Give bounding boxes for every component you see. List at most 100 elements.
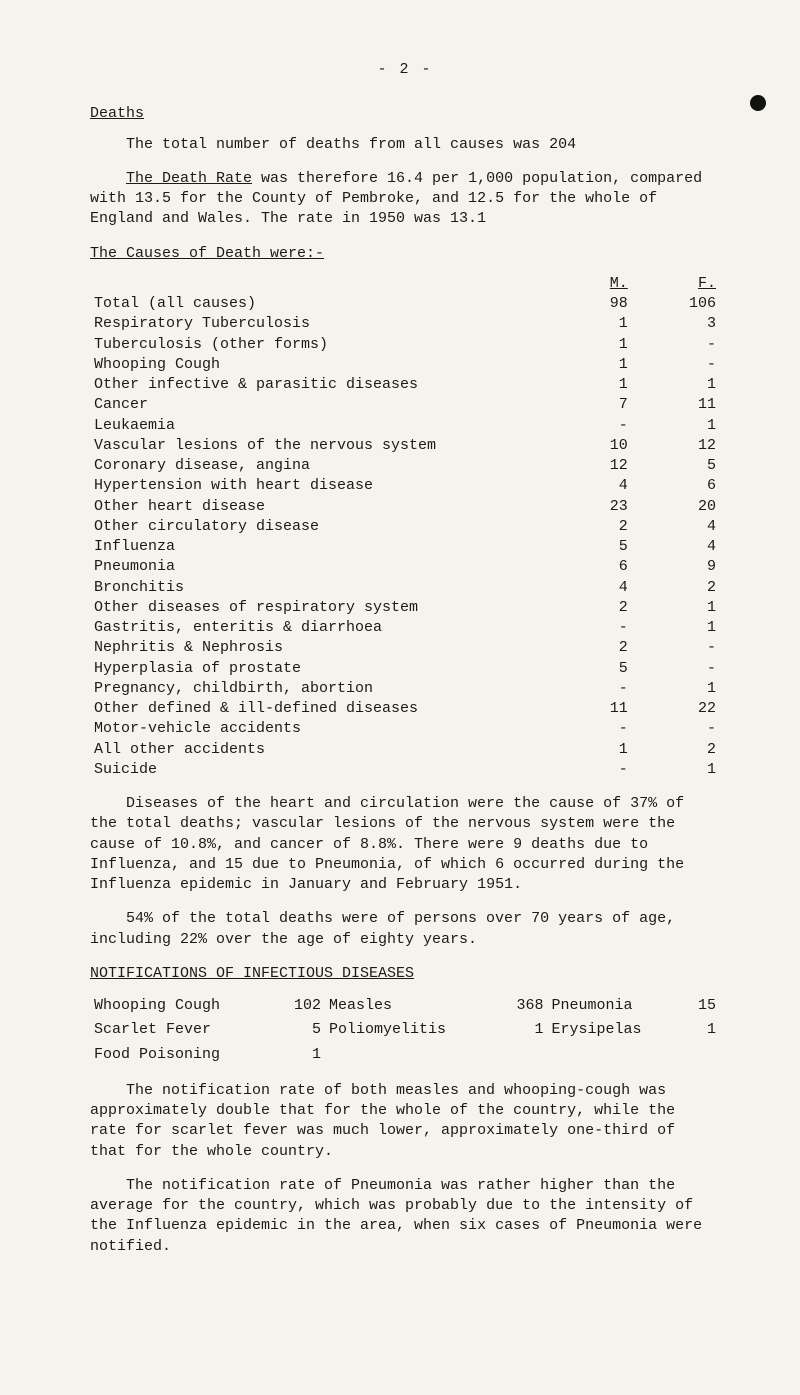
- cause-label: Gastritis, enteritis & diarrhoea: [90, 618, 544, 638]
- cause-label: Respiratory Tuberculosis: [90, 314, 544, 334]
- table-row: Hypertension with heart disease46: [90, 476, 720, 496]
- disease-count: 1: [499, 1018, 548, 1042]
- table-row: Coronary disease, angina125: [90, 456, 720, 476]
- age-paragraph: 54% of the total deaths were of persons …: [90, 909, 720, 950]
- male-count: -: [544, 679, 632, 699]
- cause-label: Hyperplasia of prostate: [90, 659, 544, 679]
- male-count: 1: [544, 375, 632, 395]
- male-count: 1: [544, 740, 632, 760]
- female-count: 1: [632, 760, 720, 780]
- table-row: Influenza54: [90, 537, 720, 557]
- disease-count: [499, 1043, 548, 1067]
- male-count: 1: [544, 355, 632, 375]
- table-row: All other accidents12: [90, 740, 720, 760]
- male-count: -: [544, 719, 632, 739]
- table-row: Other diseases of respiratory system21: [90, 598, 720, 618]
- table-row: Whooping Cough1-: [90, 355, 720, 375]
- table-row: Pneumonia69: [90, 557, 720, 577]
- cause-label: All other accidents: [90, 740, 544, 760]
- male-count: 5: [544, 659, 632, 679]
- female-count: 3: [632, 314, 720, 334]
- female-count: 20: [632, 497, 720, 517]
- female-count: 4: [632, 517, 720, 537]
- table-header-row: M. F.: [90, 274, 720, 294]
- col-header-m: M.: [610, 275, 628, 292]
- cause-label: Cancer: [90, 395, 544, 415]
- male-count: 11: [544, 699, 632, 719]
- table-row: Other infective & parasitic diseases11: [90, 375, 720, 395]
- death-rate-paragraph: The Death Rate was therefore 16.4 per 1,…: [90, 169, 720, 230]
- cause-label: Whooping Cough: [90, 355, 544, 375]
- disease-count: 1: [276, 1043, 325, 1067]
- disease-label: Pneumonia: [548, 994, 684, 1018]
- cause-label: Vascular lesions of the nervous system: [90, 436, 544, 456]
- cause-label: Leukaemia: [90, 416, 544, 436]
- female-count: 106: [632, 294, 720, 314]
- female-count: -: [632, 719, 720, 739]
- table-row: Pregnancy, childbirth, abortion-1: [90, 679, 720, 699]
- disease-label: Scarlet Fever: [90, 1018, 276, 1042]
- male-count: 5: [544, 537, 632, 557]
- female-count: 2: [632, 740, 720, 760]
- cause-label: Hypertension with heart disease: [90, 476, 544, 496]
- male-count: 12: [544, 456, 632, 476]
- male-count: 1: [544, 335, 632, 355]
- causes-of-death-table: M. F. Total (all causes)98106Respiratory…: [90, 274, 720, 780]
- table-row: Nephritis & Nephrosis2-: [90, 638, 720, 658]
- notifications-heading: NOTIFICATIONS OF INFECTIOUS DISEASES: [90, 964, 720, 984]
- table-row: Suicide-1: [90, 760, 720, 780]
- table-row: Hyperplasia of prostate5-: [90, 659, 720, 679]
- disease-count: 1: [684, 1018, 720, 1042]
- cause-label: Pneumonia: [90, 557, 544, 577]
- col-header-f: F.: [698, 275, 716, 292]
- table-row: Gastritis, enteritis & diarrhoea-1: [90, 618, 720, 638]
- cause-label: Pregnancy, childbirth, abortion: [90, 679, 544, 699]
- female-count: 9: [632, 557, 720, 577]
- diseases-paragraph: Diseases of the heart and circulation we…: [90, 794, 720, 895]
- female-count: -: [632, 638, 720, 658]
- female-count: -: [632, 659, 720, 679]
- male-count: -: [544, 618, 632, 638]
- female-count: -: [632, 355, 720, 375]
- table-row: Motor-vehicle accidents--: [90, 719, 720, 739]
- deaths-heading: Deaths: [90, 104, 720, 124]
- disease-label: [548, 1043, 684, 1067]
- table-row: Bronchitis42: [90, 578, 720, 598]
- male-count: 10: [544, 436, 632, 456]
- page-number: - 2 -: [90, 60, 720, 80]
- table-row: Other defined & ill-defined diseases1122: [90, 699, 720, 719]
- disease-count: 15: [684, 994, 720, 1018]
- male-count: 4: [544, 578, 632, 598]
- cause-label: Nephritis & Nephrosis: [90, 638, 544, 658]
- male-count: 6: [544, 557, 632, 577]
- table-row: Vascular lesions of the nervous system10…: [90, 436, 720, 456]
- male-count: -: [544, 760, 632, 780]
- hole-punch-dot: [750, 95, 766, 111]
- total-deaths-paragraph: The total number of deaths from all caus…: [90, 135, 720, 155]
- male-count: 2: [544, 598, 632, 618]
- female-count: 11: [632, 395, 720, 415]
- disease-label: Measles: [325, 994, 499, 1018]
- disease-count: [684, 1043, 720, 1067]
- female-count: 1: [632, 375, 720, 395]
- disease-count: 368: [499, 994, 548, 1018]
- notification-rate-paragraph-1: The notification rate of both measles an…: [90, 1081, 720, 1162]
- male-count: 2: [544, 638, 632, 658]
- cause-label: Tuberculosis (other forms): [90, 335, 544, 355]
- cause-label: Coronary disease, angina: [90, 456, 544, 476]
- female-count: 1: [632, 679, 720, 699]
- table-row: Whooping Cough102Measles368Pneumonia15: [90, 994, 720, 1018]
- disease-label: Poliomyelitis: [325, 1018, 499, 1042]
- male-count: -: [544, 416, 632, 436]
- table-row: Food Poisoning1: [90, 1043, 720, 1067]
- table-row: Total (all causes)98106: [90, 294, 720, 314]
- disease-count: 102: [276, 994, 325, 1018]
- female-count: 4: [632, 537, 720, 557]
- cause-label: Motor-vehicle accidents: [90, 719, 544, 739]
- cause-label: Other diseases of respiratory system: [90, 598, 544, 618]
- female-count: 12: [632, 436, 720, 456]
- female-count: -: [632, 335, 720, 355]
- cause-label: Bronchitis: [90, 578, 544, 598]
- female-count: 1: [632, 598, 720, 618]
- cause-label: Suicide: [90, 760, 544, 780]
